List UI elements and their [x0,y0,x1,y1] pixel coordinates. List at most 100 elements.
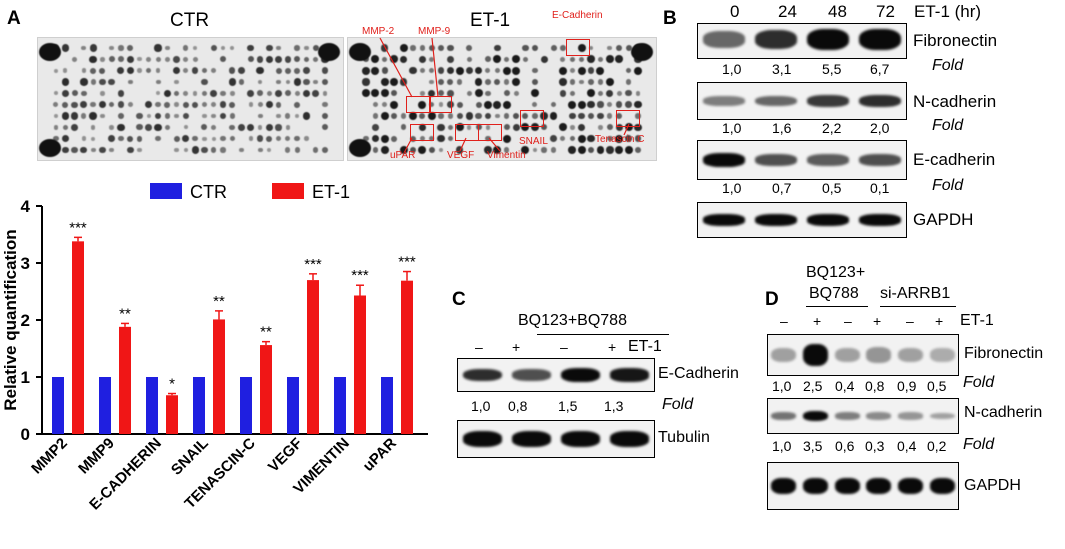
array-spot [390,55,399,64]
array-spot [265,55,273,63]
box-snail [520,110,544,127]
array-spot [294,67,301,74]
blot-band [834,347,860,363]
array-spot [625,67,632,74]
array-spot [285,125,291,130]
array-spot [136,112,143,120]
array-spot [201,67,208,74]
array-spot [276,136,282,142]
array-spot [304,136,309,141]
array-spot [192,91,198,96]
array-spot [229,124,236,131]
array-spot [587,55,595,64]
array-spot [257,102,263,108]
array-spot [81,136,86,141]
array-spot [568,100,577,109]
array-spot [607,45,613,51]
array-spot [284,67,291,74]
array-spot [183,68,189,74]
b-fold-2-2: 0,5 [822,180,842,196]
bar-ctr-mmp9 [99,377,111,434]
array-spot [588,79,594,85]
array-spot [322,91,328,96]
array-spot [229,67,236,74]
d-fold-1-5: 0,2 [927,438,947,454]
label-upar: uPAR [390,150,416,161]
label-vegf: VEGF [447,150,475,161]
array-spot [409,67,417,75]
array-spot [456,101,463,108]
array-spot [541,124,548,131]
array-spot [266,135,273,142]
array-spot [164,56,170,62]
blot-band [834,412,860,420]
c-fold-3: 1,3 [604,398,624,414]
array-spot [485,90,491,97]
array-spot [117,101,125,108]
array-spot [108,78,115,86]
array-spot [429,136,435,142]
array-spot [532,147,538,153]
d-row-name-fibronectin: Fibronectin [964,345,1044,362]
array-spot [419,136,425,142]
array-spot [568,112,576,120]
blot-d-ncadherin [767,398,959,434]
bar-et-1-tenascin-c [260,345,272,434]
array-spot [634,135,642,142]
array-spot [616,44,623,52]
array-spot [372,123,379,131]
blot-band [511,431,552,447]
array-title-ctr: CTR [170,10,210,31]
array-spot [294,135,300,142]
blot-band [807,95,849,107]
array-spot [321,78,329,86]
c-fold-2: 1,5 [558,398,578,414]
d-fold-label-0: Fold [963,374,995,391]
array-spot [229,101,236,108]
blot-band [802,410,829,422]
blot-band [703,214,745,226]
c-sign-2: – [560,339,568,355]
blot-band [771,477,797,495]
b-row-name-ecadherin: E-cadherin [913,150,996,169]
array-spot [117,67,125,75]
legend-label-et-1: ET-1 [312,182,350,202]
array-spot [409,135,416,142]
blot-band [755,29,797,49]
array-spot [146,67,152,74]
array-spot [485,125,491,130]
array-spot [229,113,235,119]
d-treatment: ET-1 [960,312,994,329]
array-spot [108,56,115,63]
array-spot [81,68,87,73]
array-spot [118,135,124,142]
array-spot [145,101,153,109]
array-spot [634,100,642,109]
array-spot [201,124,208,131]
array-spot [193,45,198,51]
array-spot [109,45,114,51]
array-spot [191,146,199,154]
blot-band [755,214,797,226]
array-spot [540,55,548,63]
array-spot [504,147,510,153]
array-spot [53,91,59,96]
d-fold-0-4: 0,9 [897,378,917,394]
array-spot [635,147,641,153]
array-spot [90,102,96,108]
array-spot [230,45,235,51]
y-tick-label: 4 [21,197,31,216]
array-spot [569,135,576,142]
array-spot [275,67,282,74]
array-spot [174,102,179,107]
array-spot [625,135,632,143]
array-spot [380,112,389,120]
d-group2-label: si-ARRB1 [880,285,951,302]
array-spot [294,56,301,63]
array-spot [202,113,207,119]
array-spot [372,113,379,119]
array-spot [211,113,216,119]
array-spot [294,90,300,96]
array-spot [371,89,380,98]
array-spot [447,90,454,97]
